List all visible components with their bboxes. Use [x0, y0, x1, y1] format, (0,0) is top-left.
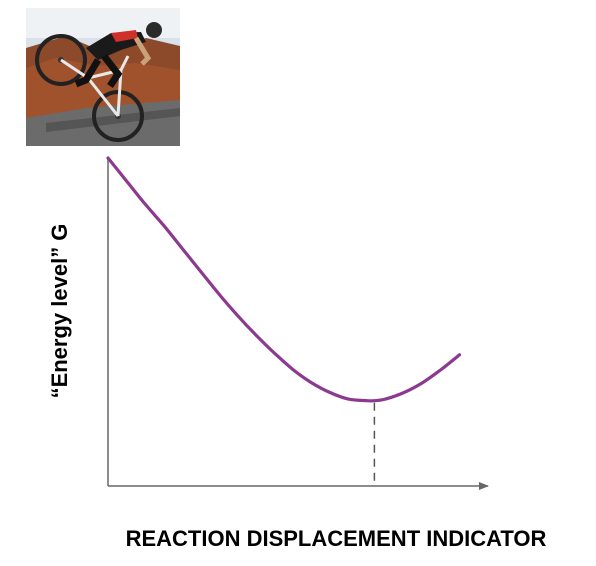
y-axis-label: “Energy level” G — [47, 223, 72, 399]
cyclist-photo — [26, 8, 180, 146]
cyclist-wheelie-icon — [26, 8, 180, 146]
x-axis-label: REACTION DISPLACEMENT INDICATOR — [125, 526, 547, 551]
series-line-energy — [106, 156, 462, 403]
